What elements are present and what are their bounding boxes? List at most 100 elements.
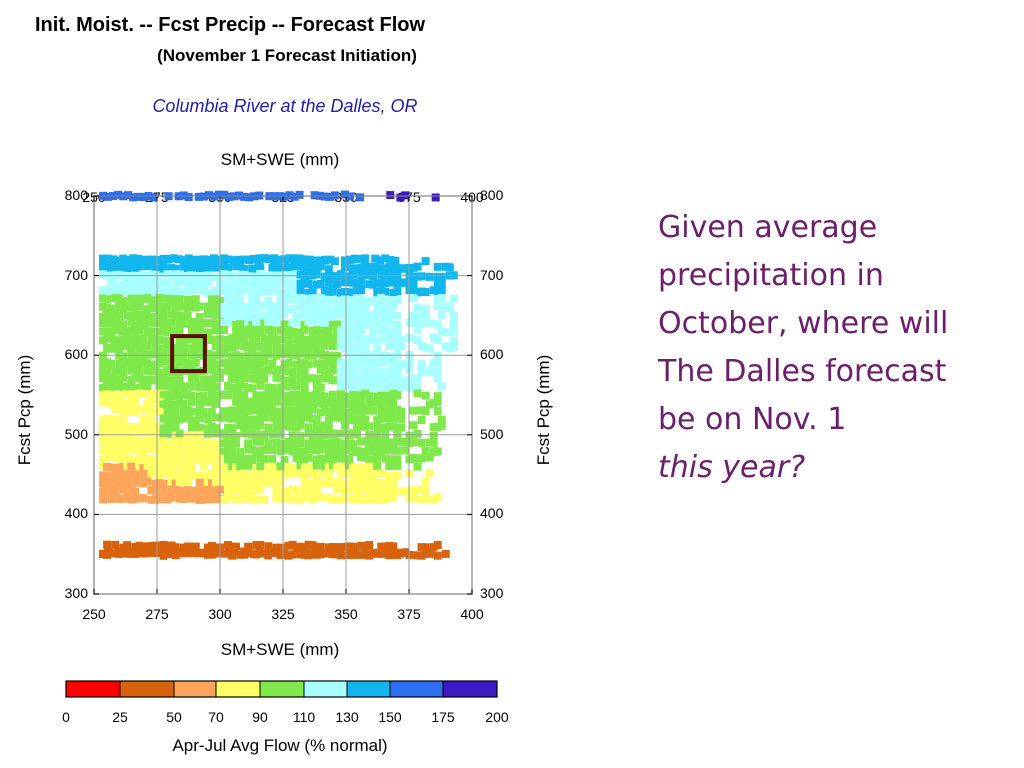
data-cell bbox=[288, 343, 297, 352]
data-cell bbox=[135, 272, 144, 281]
data-cell bbox=[332, 296, 341, 305]
data-cell bbox=[224, 480, 233, 489]
data-cell bbox=[381, 374, 390, 383]
data-cell bbox=[191, 471, 200, 480]
data-cell bbox=[135, 494, 144, 503]
data-cell bbox=[248, 384, 257, 393]
data-cell bbox=[324, 368, 333, 377]
data-cell bbox=[228, 374, 237, 383]
data-cell bbox=[119, 407, 128, 416]
data-cell bbox=[199, 280, 208, 289]
data-cell bbox=[292, 486, 301, 495]
data-cell bbox=[349, 311, 358, 320]
data-cell bbox=[397, 382, 406, 391]
data-cell bbox=[236, 262, 245, 271]
data-cell bbox=[276, 383, 285, 392]
data-cell bbox=[304, 318, 313, 327]
data-cell bbox=[373, 431, 382, 440]
data-cell bbox=[115, 294, 124, 303]
data-cell bbox=[236, 312, 245, 321]
data-cell bbox=[119, 471, 128, 480]
data-cell bbox=[99, 319, 108, 328]
data-cell bbox=[143, 318, 152, 327]
data-cell bbox=[340, 429, 349, 438]
data-cell bbox=[159, 540, 168, 549]
data-cell bbox=[260, 367, 269, 376]
data-cell bbox=[401, 191, 410, 200]
data-cell bbox=[163, 446, 172, 455]
data-cell bbox=[332, 408, 341, 417]
data-cell bbox=[124, 548, 133, 557]
data-cell bbox=[187, 431, 196, 440]
data-cell bbox=[353, 333, 362, 342]
data-cell bbox=[167, 407, 176, 416]
data-cell bbox=[336, 469, 345, 478]
data-cell bbox=[344, 440, 353, 449]
data-cell bbox=[270, 254, 279, 263]
data-cell bbox=[167, 541, 176, 550]
data-cell bbox=[393, 342, 402, 351]
data-cell bbox=[248, 320, 257, 329]
data-cell bbox=[131, 304, 140, 313]
data-cell bbox=[349, 270, 358, 279]
data-cell bbox=[312, 342, 321, 351]
data-cell bbox=[111, 280, 120, 289]
data-cell bbox=[143, 305, 152, 314]
data-cell bbox=[385, 471, 394, 480]
data-cell bbox=[240, 342, 249, 351]
data-cell bbox=[248, 349, 257, 358]
data-cell bbox=[147, 335, 156, 344]
data-cell bbox=[211, 342, 220, 351]
data-cell bbox=[143, 294, 152, 303]
data-cell bbox=[225, 255, 234, 264]
data-cell bbox=[316, 424, 325, 433]
data-cell bbox=[389, 384, 398, 393]
data-cell bbox=[211, 336, 220, 345]
data-cell bbox=[369, 262, 378, 271]
data-cell bbox=[386, 547, 395, 556]
data-cell bbox=[103, 485, 112, 494]
data-cell bbox=[103, 327, 112, 336]
data-cell bbox=[280, 289, 289, 298]
data-cell bbox=[396, 549, 405, 558]
data-cell bbox=[123, 358, 132, 367]
data-cell bbox=[328, 352, 337, 361]
data-cell bbox=[361, 447, 370, 456]
data-cell bbox=[220, 463, 228, 472]
data-cell bbox=[107, 374, 116, 383]
data-cell bbox=[171, 431, 180, 440]
data-cell bbox=[336, 342, 345, 351]
data-cell bbox=[224, 423, 233, 432]
data-cell bbox=[377, 486, 386, 495]
data-cell bbox=[191, 494, 200, 503]
data-cell bbox=[171, 446, 180, 455]
data-cell bbox=[139, 334, 148, 343]
data-cell bbox=[260, 455, 269, 464]
data-cell bbox=[203, 302, 212, 311]
data-cell bbox=[232, 360, 241, 369]
colorbar-segment bbox=[120, 681, 174, 697]
data-cell bbox=[236, 327, 245, 336]
data-cell bbox=[353, 391, 362, 400]
data-cell bbox=[147, 445, 156, 454]
data-cell bbox=[147, 495, 156, 504]
data-cell bbox=[320, 399, 329, 408]
note-line-6: this year? bbox=[658, 450, 806, 485]
data-cell bbox=[256, 311, 265, 320]
data-cell bbox=[344, 542, 353, 551]
data-cell bbox=[280, 470, 289, 479]
data-cell bbox=[393, 413, 402, 422]
colorbar-tick-label: 50 bbox=[166, 709, 182, 725]
data-cell bbox=[107, 478, 116, 487]
data-cell bbox=[369, 431, 378, 440]
data-cell bbox=[325, 255, 334, 264]
data-cell bbox=[99, 456, 108, 465]
data-cell bbox=[389, 445, 398, 454]
data-cell bbox=[236, 279, 245, 288]
data-cell bbox=[236, 390, 245, 399]
data-cell bbox=[433, 367, 442, 376]
data-cell bbox=[155, 397, 164, 406]
data-cell bbox=[199, 424, 208, 433]
data-cell bbox=[296, 286, 305, 295]
data-cell bbox=[385, 318, 394, 327]
